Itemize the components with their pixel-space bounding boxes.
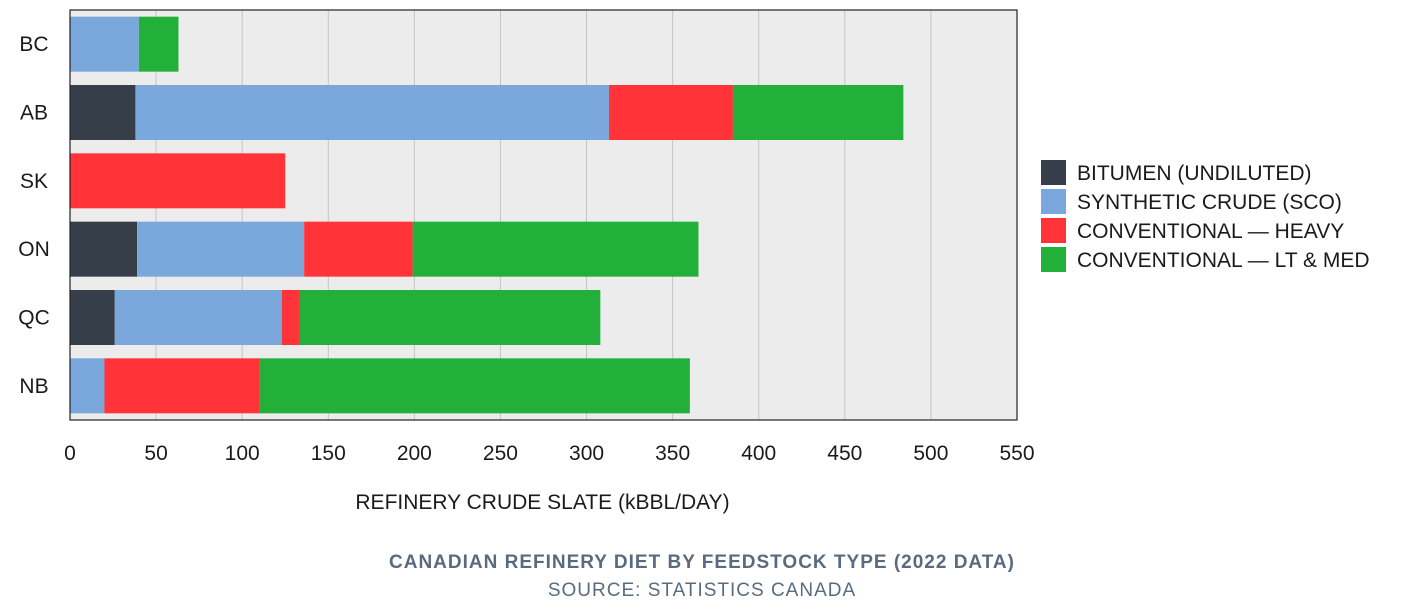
x-tick-label: 250 [483,442,518,465]
bar-segment [70,358,105,414]
category-label: BC [19,33,48,56]
category-label: ON [18,238,50,261]
bar-segment [114,290,282,345]
legend-label: SYNTHETIC CRUDE (SCO) [1077,191,1342,214]
x-axis-title: REFINERY CRUDE SLATE (kBBL/DAY) [355,491,729,514]
x-tick-label: 150 [311,442,346,465]
chart: 0 50 100 150 200 250 300 350 400 450 500 550 BC AB SK… [18,9,1370,514]
bar-segment [281,290,300,345]
x-tick-label: 300 [569,442,604,465]
bar-segment [137,221,305,277]
legend-swatch [1041,247,1066,272]
bar-segment [138,16,179,72]
x-tick-label: 100 [225,442,260,465]
plot-frame [69,9,1018,421]
bar-segment [70,221,138,277]
bar-segment [70,153,286,209]
x-tick-label: 450 [827,442,862,465]
legend-swatch [1041,189,1066,214]
bar-segment [135,85,609,140]
legend-swatch [1041,160,1066,185]
y-axis-categories: BC AB SK ON QC NB [18,33,50,398]
grid [155,10,932,420]
x-tick-label: 0 [64,442,76,465]
legend: BITUMEN (UNDILUTED) SYNTHETIC CRUDE (SCO)… [1041,160,1370,272]
x-axis-ticks: 0 50 100 150 200 250 300 350 400 450 500 550 [64,442,1034,465]
category-label: AB [20,102,48,125]
bar-segment [299,290,601,345]
bar-segment [304,221,413,277]
legend-label: BITUMEN (UNDILUTED) [1077,162,1312,185]
chart-caption-title: CANADIAN REFINERY DIET BY FEEDSTOCK TYPE… [389,552,1015,573]
bar-segment [732,85,904,140]
bar-segment [608,85,733,140]
x-tick-label: 200 [397,442,432,465]
category-label: NB [19,375,48,398]
category-label: QC [18,307,50,330]
bar-segment [70,85,136,140]
plot-area [70,10,1017,420]
bar-segment [104,358,260,414]
x-tick-label: 500 [913,442,948,465]
bar-segment [259,358,690,414]
chart-caption-source: SOURCE: STATISTICS CANADA [547,580,857,601]
category-label: SK [20,170,48,193]
legend-swatch [1041,218,1066,243]
x-tick-label: 400 [741,442,776,465]
legend-label: CONVENTIONAL — HEAVY [1077,220,1344,243]
x-tick-label: 50 [144,442,167,465]
bar-segment [70,16,139,72]
bar-segment [70,290,115,345]
legend-label: CONVENTIONAL — LT & MED [1077,249,1370,272]
bars [70,16,904,414]
x-tick-label: 350 [655,442,690,465]
bar-segment [412,221,699,277]
x-tick-label: 550 [999,442,1034,465]
